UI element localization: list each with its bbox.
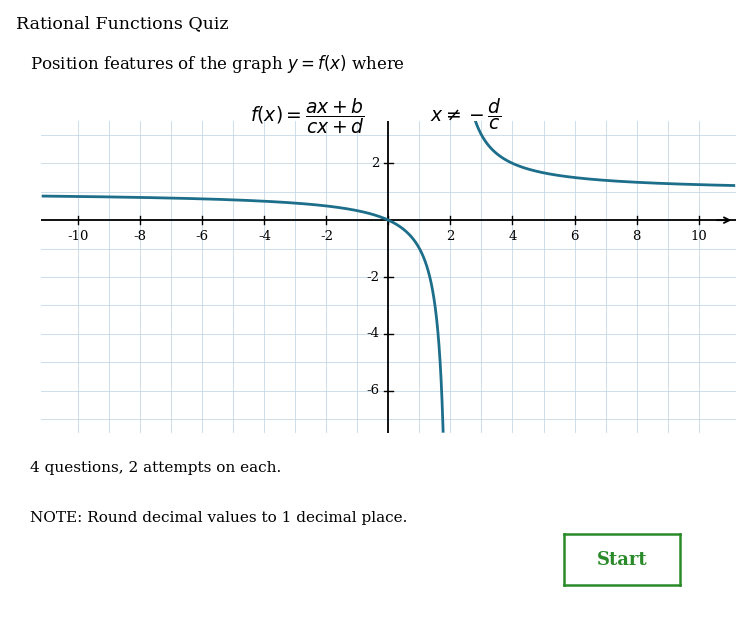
Text: $x \neq -\dfrac{d}{c}$: $x \neq -\dfrac{d}{c}$ xyxy=(430,96,501,132)
Text: -10: -10 xyxy=(68,230,89,243)
Text: 6: 6 xyxy=(570,230,579,243)
Text: 8: 8 xyxy=(633,230,641,243)
Text: 4 questions, 2 attempts on each.: 4 questions, 2 attempts on each. xyxy=(30,461,281,475)
Text: NOTE: Round decimal values to 1 decimal place.: NOTE: Round decimal values to 1 decimal … xyxy=(30,511,407,525)
Text: $f(x) = \dfrac{ax + b}{cx + d}$: $f(x) = \dfrac{ax + b}{cx + d}$ xyxy=(250,96,365,136)
Text: 2: 2 xyxy=(371,157,379,170)
Text: -2: -2 xyxy=(366,271,379,284)
Text: -6: -6 xyxy=(196,230,209,243)
Text: 10: 10 xyxy=(690,230,707,243)
Text: 2: 2 xyxy=(446,230,455,243)
Text: -2: -2 xyxy=(320,230,333,243)
Text: -6: -6 xyxy=(366,384,379,397)
Text: 4: 4 xyxy=(508,230,517,243)
Text: -8: -8 xyxy=(134,230,147,243)
Text: -4: -4 xyxy=(366,327,379,340)
Text: Rational Functions Quiz: Rational Functions Quiz xyxy=(16,15,229,32)
Text: -4: -4 xyxy=(258,230,271,243)
Text: Start: Start xyxy=(597,550,647,569)
Text: Position features of the graph $y = f(x)$ where: Position features of the graph $y = f(x)… xyxy=(30,53,405,75)
